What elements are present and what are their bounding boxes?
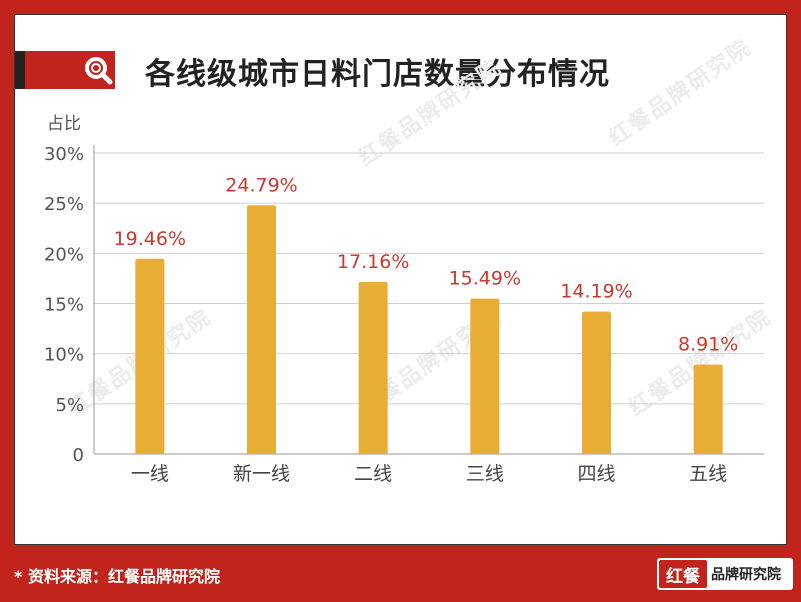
page-title: 各线级城市日料门店数量分布情况 (145, 57, 610, 92)
bar-value-label: 14.19% (560, 281, 632, 303)
y-tick-label: 5% (55, 395, 84, 416)
bar-value-label: 8.91% (678, 334, 738, 356)
y-tick-label: 0 (73, 445, 84, 466)
x-tick-label: 二线 (354, 463, 392, 485)
x-tick-label: 三线 (466, 463, 504, 485)
bar (247, 205, 276, 454)
bar-value-label: 15.49% (449, 268, 521, 290)
title-accent-edge (15, 51, 25, 89)
y-tick-label: 30% (44, 144, 84, 165)
bar (470, 298, 500, 454)
y-axis-title: 占比 (47, 114, 81, 134)
bar-value-label: 17.16% (337, 251, 409, 273)
y-tick-label: 15% (44, 295, 84, 316)
title-accent-bar (15, 51, 115, 89)
bar (135, 258, 165, 454)
y-tick-label: 20% (44, 244, 84, 265)
y-tick-label: 10% (44, 345, 84, 366)
chart-card: 各线级城市日料门店数量分布情况 红餐品牌研究院 红餐品牌研究院 红餐品牌研究院 … (14, 14, 787, 545)
bar-value-label: 19.46% (114, 228, 186, 250)
bar-value-label: 24.79% (225, 174, 297, 196)
brand-name: 品牌研究院 (711, 567, 781, 583)
x-tick-label: 四线 (577, 463, 615, 485)
brand-mark: 红餐 (659, 560, 707, 588)
source-note: * 资料来源：红餐品牌研究院 (14, 567, 220, 586)
x-tick-label: 新一线 (233, 463, 290, 485)
y-tick-label: 25% (44, 194, 84, 215)
bar (582, 311, 611, 454)
bar (358, 281, 388, 454)
brand-logo: 红餐 品牌研究院 (657, 558, 793, 590)
search-icon (85, 57, 113, 85)
bar (693, 364, 723, 454)
bar-chart: 0 5% 10% 15% 20% 25% 30% 占比 19.46% 一线 24.79% 新一线 17.… (44, 114, 764, 485)
x-tick-label: 五线 (689, 463, 727, 485)
x-tick-label: 一线 (131, 463, 169, 485)
